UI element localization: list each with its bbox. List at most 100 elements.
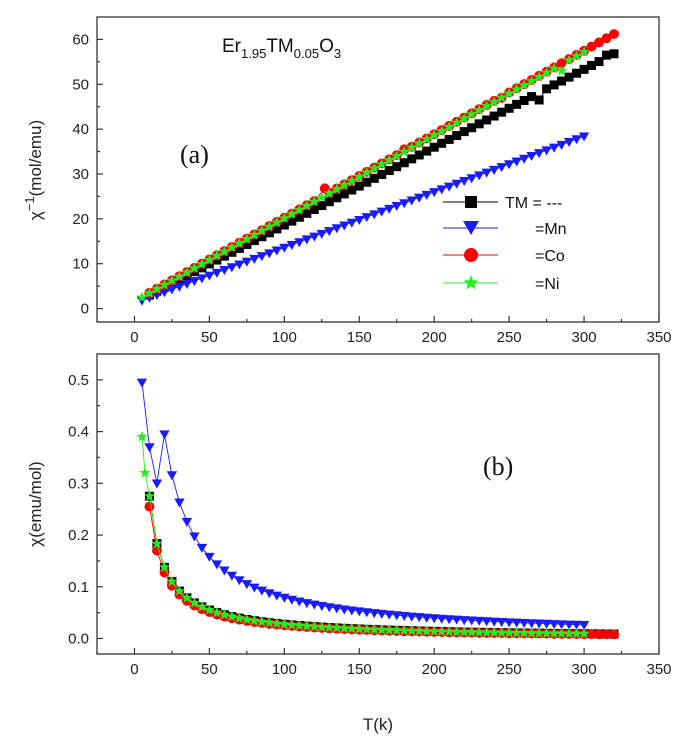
data-point-star	[451, 116, 463, 128]
data-point-star	[488, 626, 500, 638]
data-point-star	[473, 104, 485, 115]
data-point-triangle	[391, 202, 402, 212]
data-point-star	[158, 561, 170, 573]
data-point-star	[301, 620, 313, 631]
panel-a-chart: 0 50 100 150 200 250 300 350 0 10 20 30 40 50 60 Er1.9…	[22, 16, 672, 346]
data-point-star	[226, 610, 238, 622]
data-point-triangle	[481, 617, 492, 627]
data-point-star	[541, 66, 553, 78]
data-point-star	[398, 624, 410, 636]
y-tick-label: 0.4	[68, 424, 89, 441]
data-point-star	[533, 627, 545, 638]
data-point-star	[346, 622, 358, 634]
data-point-star	[286, 208, 298, 219]
data-point-star	[481, 626, 493, 638]
data-point-triangle	[556, 140, 567, 150]
data-point-triangle	[256, 586, 268, 596]
data-point-square	[459, 127, 469, 137]
data-point-triangle	[563, 620, 575, 630]
panel-b-y-axis-title: χ(emu/mol)	[26, 461, 45, 546]
y-tick-label: 0.1	[68, 579, 89, 596]
data-point-square	[407, 154, 417, 164]
data-point-star	[376, 158, 388, 169]
data-point-triangle	[421, 613, 432, 623]
data-point-star	[368, 162, 380, 174]
data-point-star	[173, 270, 185, 282]
data-point-square	[497, 107, 507, 117]
data-point-triangle	[429, 614, 440, 624]
data-point-star	[451, 626, 463, 637]
data-point-star	[383, 624, 395, 635]
data-point-triangle	[406, 612, 417, 622]
data-point-square	[587, 60, 597, 70]
data-point-star	[151, 283, 163, 294]
data-point-square	[294, 212, 304, 222]
data-point-star	[563, 627, 575, 639]
data-point-triangle	[249, 583, 260, 593]
data-point-star	[278, 618, 290, 629]
panel-a-y-axis-title: χ−1(mol/emu)	[22, 120, 45, 220]
x-tick-label: 100	[272, 329, 297, 346]
data-point-star	[218, 608, 230, 620]
panel-a-plot-frame	[96, 16, 660, 323]
data-point-triangle	[196, 543, 208, 553]
data-point-star	[376, 624, 388, 635]
data-point-triangle	[316, 601, 327, 611]
legend-label-co: =Co	[535, 248, 565, 265]
data-point-square	[534, 95, 544, 105]
data-point-triangle	[256, 252, 268, 262]
data-point-triangle	[369, 210, 380, 220]
data-point-square	[279, 220, 289, 230]
data-point-star	[248, 229, 260, 240]
data-point-star	[173, 585, 185, 596]
data-point-star	[263, 616, 275, 628]
data-point-star	[428, 625, 440, 637]
data-point-star	[196, 601, 208, 612]
data-point-square	[579, 64, 589, 74]
data-point-triangle	[548, 620, 560, 630]
data-point-circle	[586, 41, 597, 52]
data-point-star	[496, 91, 508, 103]
legend-triangle-marker	[463, 221, 479, 235]
data-point-star	[353, 170, 365, 182]
legend-label-ni: =Ni	[535, 276, 559, 293]
data-point-triangle	[376, 207, 387, 217]
data-point-star	[406, 141, 418, 153]
data-point-triangle	[421, 190, 432, 200]
data-point-star	[331, 183, 343, 194]
data-point-star	[473, 626, 485, 638]
data-point-triangle	[458, 177, 470, 187]
data-point-circle	[586, 629, 597, 640]
data-point-triangle	[541, 619, 552, 629]
data-point-triangle	[503, 160, 515, 170]
data-point-square	[369, 173, 379, 183]
data-point-square	[504, 103, 514, 113]
data-point-circle	[144, 501, 155, 512]
x-tick-label: 150	[347, 661, 372, 678]
data-point-star	[458, 112, 470, 124]
data-point-star	[578, 627, 590, 639]
data-point-square	[594, 57, 604, 67]
data-point-star	[398, 145, 410, 157]
data-point-star	[406, 624, 418, 636]
data-point-square	[437, 138, 447, 148]
data-point-triangle	[541, 146, 552, 156]
data-point-triangle	[578, 132, 590, 142]
data-point-star	[323, 621, 335, 633]
data-point-square	[572, 68, 582, 78]
data-point-square	[542, 84, 552, 94]
data-point-triangle	[354, 607, 365, 617]
data-point-triangle	[166, 471, 178, 481]
data-point-square	[414, 150, 424, 160]
data-point-triangle	[316, 229, 327, 239]
x-tick-label: 200	[422, 329, 447, 346]
data-point-star	[301, 200, 313, 211]
data-point-star	[361, 166, 373, 178]
data-point-triangle	[571, 620, 582, 630]
data-point-triangle	[159, 288, 170, 298]
data-point-star	[136, 291, 148, 303]
data-point-triangle	[324, 603, 335, 613]
data-point-circle	[601, 33, 612, 44]
data-point-star	[421, 133, 433, 145]
